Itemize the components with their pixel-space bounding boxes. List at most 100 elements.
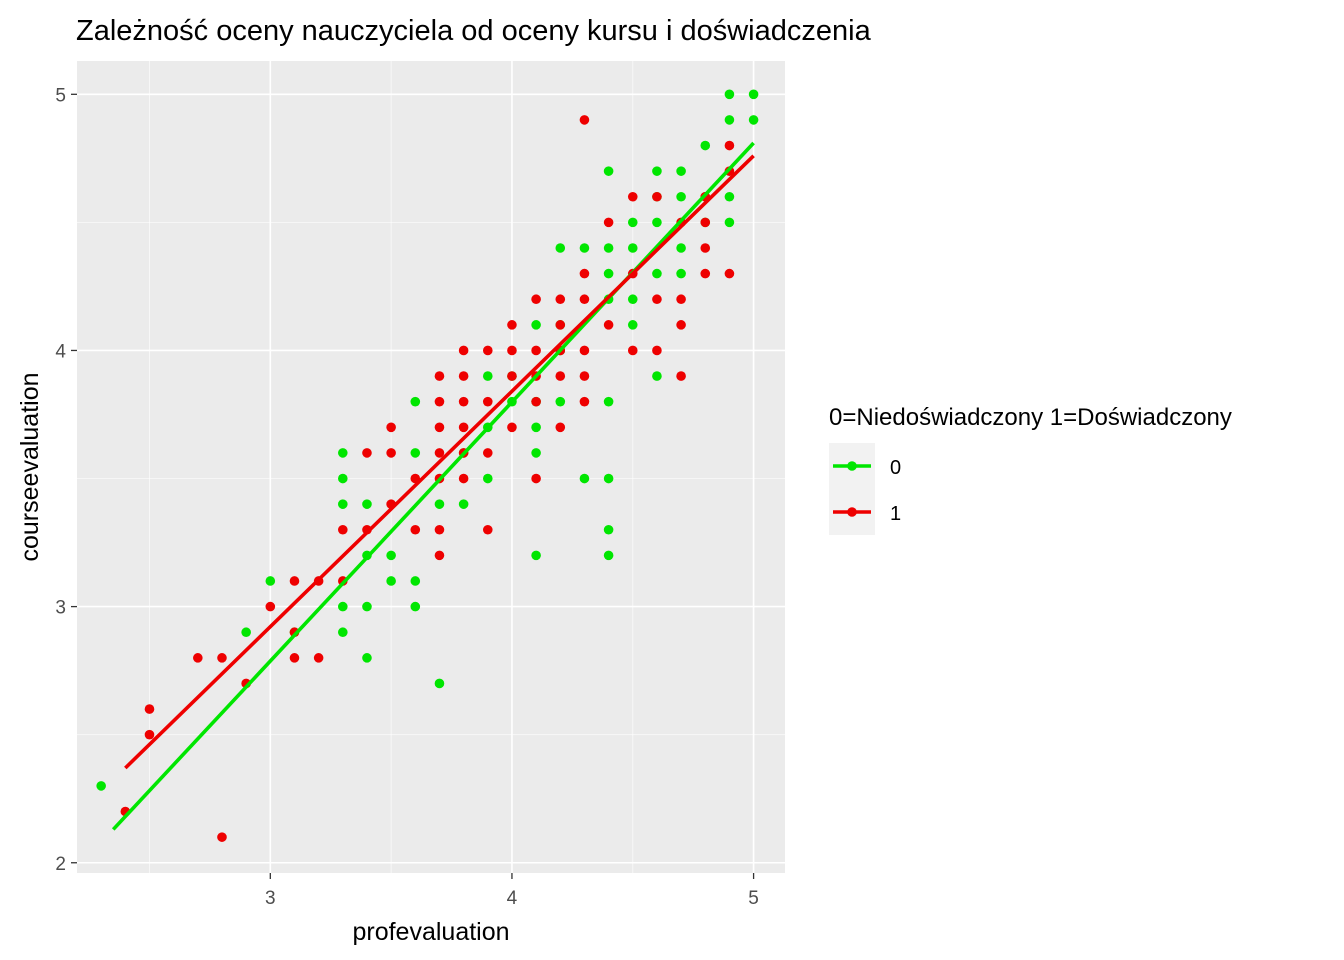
data-point-series-0 [724, 191, 735, 202]
data-point-series-1 [482, 396, 493, 407]
x-tick-label: 3 [265, 888, 276, 909]
data-point-series-1 [458, 345, 469, 356]
data-point-series-1 [555, 422, 566, 433]
data-point-series-0 [338, 627, 348, 638]
legend-title: 0=Niedoświadczony 1=Doświadczony [829, 404, 1232, 431]
data-point-series-1 [289, 576, 300, 586]
data-point-series-1 [579, 345, 590, 356]
data-point-series-1 [313, 653, 324, 663]
data-point-series-1 [482, 524, 493, 535]
data-point-series-1 [700, 268, 711, 279]
data-point-series-1 [700, 217, 711, 228]
data-point-series-1 [458, 396, 469, 407]
data-point-series-1 [193, 653, 203, 663]
data-point-series-1 [458, 422, 469, 433]
data-point-series-1 [458, 473, 469, 484]
data-point-series-1 [362, 448, 372, 458]
data-point-series-1 [217, 653, 227, 663]
data-point-series-0 [724, 217, 735, 228]
legend-key-point-1 [847, 507, 857, 517]
legend-label-1: 1 [890, 503, 901, 525]
data-point-series-1 [724, 140, 735, 151]
data-point-series-1 [724, 268, 735, 279]
data-point-series-0 [338, 601, 348, 612]
trend-lines [111, 141, 755, 831]
data-point-series-1 [603, 217, 614, 228]
data-point-series-1 [507, 345, 517, 356]
data-point-series-1 [676, 294, 686, 305]
data-point-series-1 [434, 371, 445, 381]
data-point-series-1 [507, 422, 517, 433]
trend-line-series-1 [124, 154, 755, 770]
data-point-series-0 [338, 448, 348, 458]
data-point-series-0 [676, 191, 686, 202]
data-point-series-1 [531, 396, 541, 407]
data-point-series-0 [434, 678, 445, 689]
data-point-series-0 [338, 499, 348, 509]
y-tick-label: 3 [55, 598, 66, 619]
data-point-series-0 [362, 601, 372, 612]
data-point-series-0 [724, 115, 735, 125]
data-point-series-1 [627, 191, 638, 202]
data-point-series-0 [482, 371, 493, 381]
data-point-series-1 [434, 550, 445, 561]
data-point-series-0 [724, 89, 735, 100]
data-point-series-1 [482, 448, 493, 458]
legend: 0=Niedoświadczony 1=Doświadczony 01 [829, 404, 1232, 535]
data-point-series-0 [652, 371, 662, 381]
data-point-series-0 [579, 243, 590, 253]
data-point-series-0 [482, 473, 493, 484]
legend-key-point-0 [847, 461, 857, 471]
data-point-series-0 [386, 576, 396, 586]
data-point-series-0 [676, 166, 686, 176]
x-tick-label: 5 [748, 888, 759, 909]
data-point-series-0 [627, 243, 638, 253]
data-point-series-0 [531, 320, 541, 330]
data-point-series-0 [410, 448, 421, 458]
data-point-series-1 [676, 320, 686, 330]
data-point-series-0 [603, 243, 614, 253]
y-tick-label: 4 [55, 341, 66, 362]
data-point-series-0 [748, 115, 759, 125]
data-point-series-1 [434, 422, 445, 433]
y-tick-label: 2 [55, 854, 66, 875]
data-point-series-1 [579, 115, 590, 125]
data-point-series-0 [531, 448, 541, 458]
data-point-series-1 [410, 524, 421, 535]
major-gridlines [77, 61, 785, 873]
data-point-series-0 [362, 499, 372, 509]
x-axis: 3 4 5 [265, 873, 759, 909]
data-point-series-0 [362, 653, 372, 663]
data-point-series-0 [265, 576, 276, 586]
data-point-series-1 [289, 653, 300, 663]
data-point-series-0 [652, 217, 662, 228]
data-point-series-0 [96, 781, 106, 791]
data-point-series-0 [410, 396, 421, 407]
data-point-series-1 [579, 396, 590, 407]
data-point-series-0 [386, 550, 396, 561]
data-point-series-1 [531, 294, 541, 305]
plot-panel [77, 61, 785, 873]
data-point-series-0 [555, 396, 566, 407]
legend-entries: 01 [829, 443, 901, 535]
data-point-series-0 [676, 243, 686, 253]
data-point-series-0 [531, 550, 541, 561]
data-point-series-1 [434, 396, 445, 407]
data-point-series-0 [555, 243, 566, 253]
data-point-series-1 [676, 371, 686, 381]
data-point-series-1 [700, 243, 711, 253]
data-point-series-1 [579, 294, 590, 305]
x-tick-label: 4 [507, 888, 518, 909]
data-point-series-1 [652, 345, 662, 356]
legend-label-0: 0 [890, 457, 901, 479]
data-point-series-1 [507, 320, 517, 330]
data-point-series-1 [386, 448, 396, 458]
data-point-series-1 [338, 524, 348, 535]
data-point-series-0 [603, 166, 614, 176]
data-point-series-1 [144, 729, 155, 740]
data-point-series-0 [676, 268, 686, 279]
data-point-series-1 [531, 345, 541, 356]
data-point-series-1 [482, 345, 493, 356]
data-point-series-1 [627, 345, 638, 356]
